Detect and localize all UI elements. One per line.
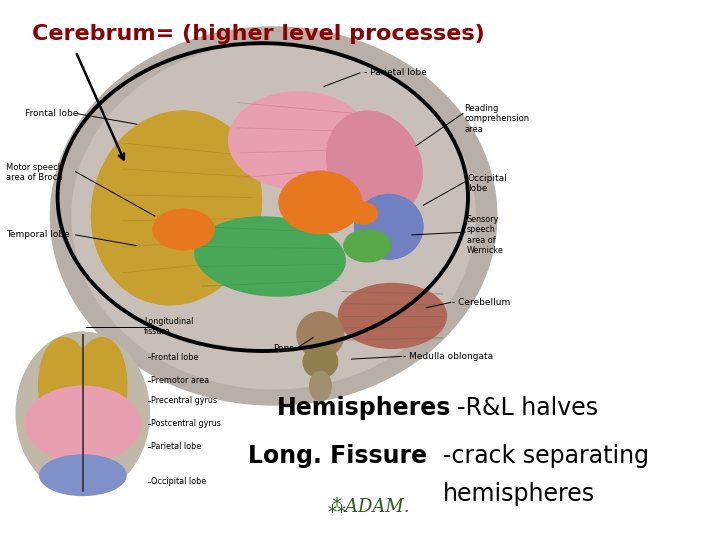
Text: Long. Fissure: Long. Fissure <box>248 444 428 468</box>
Text: ⁂ADAM.: ⁂ADAM. <box>328 498 410 516</box>
Ellipse shape <box>355 194 423 259</box>
Ellipse shape <box>338 284 446 348</box>
Ellipse shape <box>17 332 150 494</box>
Ellipse shape <box>229 92 369 189</box>
Ellipse shape <box>71 338 127 446</box>
Ellipse shape <box>327 111 422 218</box>
Ellipse shape <box>303 346 338 378</box>
Text: -crack separating: -crack separating <box>443 444 649 468</box>
Text: - Medulla oblongata: - Medulla oblongata <box>403 352 493 361</box>
Ellipse shape <box>344 230 390 262</box>
Ellipse shape <box>195 217 345 296</box>
Text: -R&L halves: -R&L halves <box>457 396 598 420</box>
Text: - Cerebellum: - Cerebellum <box>452 298 510 307</box>
Ellipse shape <box>40 455 126 496</box>
Text: Cerebrum= (higher level processes): Cerebrum= (higher level processes) <box>32 24 485 44</box>
Text: Sensory
speech
area of
Wernicke: Sensory speech area of Wernicke <box>467 215 503 255</box>
Text: Postcentral gyrus: Postcentral gyrus <box>151 420 221 428</box>
Ellipse shape <box>297 312 344 357</box>
Ellipse shape <box>91 111 261 305</box>
Text: Occipital
lobe: Occipital lobe <box>468 174 508 193</box>
Ellipse shape <box>310 372 331 401</box>
Ellipse shape <box>50 27 497 405</box>
Text: hemispheres: hemispheres <box>443 482 595 506</box>
Ellipse shape <box>153 209 215 249</box>
Ellipse shape <box>279 172 361 233</box>
Text: Temporal lobe: Temporal lobe <box>6 231 70 239</box>
Text: Frontal lobe: Frontal lobe <box>25 109 78 118</box>
Ellipse shape <box>25 386 140 462</box>
Text: Premotor area: Premotor area <box>151 376 210 385</box>
Text: Hemispheres: Hemispheres <box>277 396 451 420</box>
Text: Reading
comprehension
area: Reading comprehension area <box>464 104 529 134</box>
Text: Pons: Pons <box>274 344 294 353</box>
Text: - Parietal lobe: - Parietal lobe <box>364 69 426 77</box>
Ellipse shape <box>350 202 377 224</box>
Text: Motor speech
area of Broca: Motor speech area of Broca <box>6 163 63 183</box>
Ellipse shape <box>39 338 95 446</box>
Text: Parietal lobe: Parietal lobe <box>151 442 202 451</box>
Text: Occipital lobe: Occipital lobe <box>151 477 207 486</box>
Text: Longitudinal
fissure: Longitudinal fissure <box>144 317 194 336</box>
Text: Precentral gyrus: Precentral gyrus <box>151 396 217 405</box>
Ellipse shape <box>72 43 475 389</box>
Text: Frontal lobe: Frontal lobe <box>151 353 199 362</box>
